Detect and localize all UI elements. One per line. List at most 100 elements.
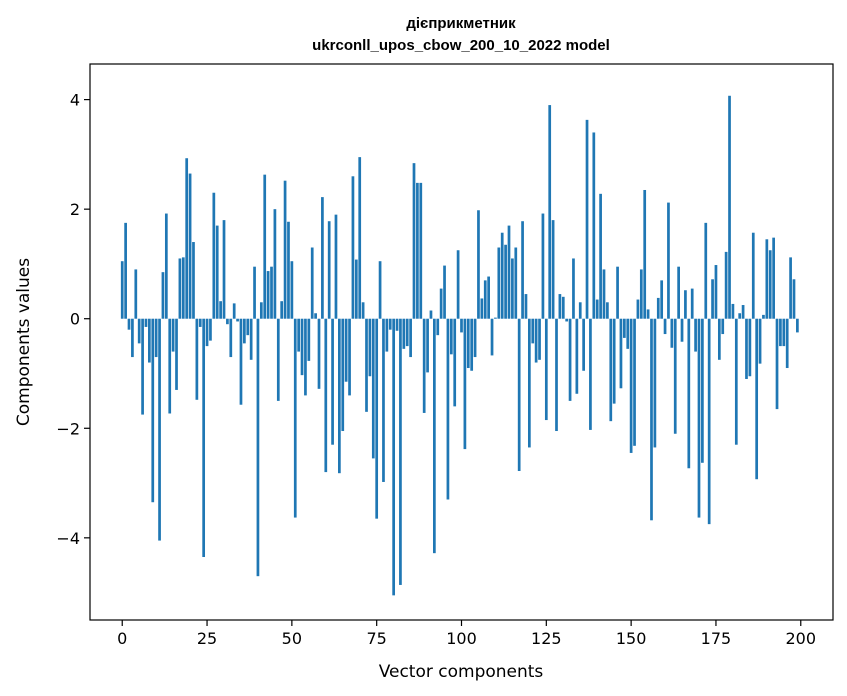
bar <box>137 318 141 344</box>
bar <box>656 297 660 319</box>
bar <box>131 318 134 358</box>
bar <box>253 266 256 319</box>
bar <box>670 318 674 348</box>
bar <box>385 318 389 352</box>
bar <box>748 318 752 377</box>
bar <box>212 192 216 319</box>
bar <box>154 318 158 358</box>
bar <box>127 318 131 330</box>
bar <box>388 318 392 330</box>
x-axis-label: Vector components <box>379 662 544 682</box>
bar <box>667 202 670 319</box>
y-axis-ticks: −4 −2 0 2 4 <box>56 91 90 548</box>
bar <box>365 318 368 412</box>
bar <box>673 318 677 434</box>
bar <box>768 250 772 319</box>
bar <box>646 309 650 319</box>
bar <box>456 250 460 319</box>
bar <box>551 220 555 319</box>
bar <box>616 266 619 319</box>
bar <box>555 318 558 432</box>
bar <box>443 265 446 319</box>
x-tick-label: 75 <box>367 629 387 648</box>
bar <box>687 318 691 469</box>
bar <box>161 272 165 319</box>
bar <box>148 318 151 363</box>
y-tick-label: 2 <box>70 200 80 219</box>
bar <box>246 318 250 336</box>
bar <box>134 269 138 319</box>
bar <box>215 225 219 319</box>
bar <box>310 247 314 319</box>
bar <box>399 318 402 585</box>
bar <box>266 271 270 319</box>
bar <box>755 318 759 480</box>
bar <box>334 214 338 319</box>
bar <box>181 257 185 319</box>
bar <box>195 318 199 400</box>
bar <box>663 318 667 335</box>
bar <box>511 258 514 319</box>
bar <box>527 318 531 448</box>
bar <box>704 222 708 319</box>
bar <box>741 305 745 319</box>
bar <box>422 318 426 413</box>
bar <box>728 95 731 319</box>
bar <box>494 317 497 319</box>
bar <box>473 318 477 358</box>
bar <box>694 318 697 352</box>
bar <box>531 318 535 344</box>
bar <box>239 318 243 405</box>
bar <box>402 318 406 349</box>
bar <box>151 318 155 503</box>
x-tick-label: 175 <box>701 629 732 648</box>
bar <box>572 258 575 319</box>
y-axis-label: Components values <box>14 258 34 426</box>
y-tick-label: −2 <box>56 419 80 438</box>
bar <box>429 310 433 319</box>
bar <box>701 318 704 463</box>
bar <box>731 303 735 319</box>
bar <box>782 318 786 347</box>
bar <box>375 318 379 519</box>
x-axis-ticks: 0 25 50 75 100 125 150 175 200 <box>117 620 816 648</box>
bar <box>280 301 284 319</box>
bar <box>609 318 613 422</box>
bar <box>697 318 701 518</box>
bar <box>463 318 467 450</box>
bar <box>178 258 182 319</box>
bar <box>714 265 718 319</box>
bar <box>575 318 579 394</box>
bar <box>707 318 711 525</box>
plot-frame <box>89 63 834 621</box>
bar <box>344 318 348 382</box>
bar <box>276 318 280 401</box>
bar <box>602 269 606 319</box>
bar <box>724 251 728 319</box>
bar <box>141 318 144 415</box>
bar <box>368 318 372 377</box>
bar <box>684 290 687 319</box>
y-tick-label: 0 <box>70 310 80 329</box>
y-tick-label: 4 <box>70 91 80 110</box>
bar <box>192 242 195 319</box>
bar <box>541 213 545 319</box>
bar <box>348 318 351 396</box>
bar <box>205 318 209 347</box>
chart-title: дієприкметник <box>406 15 516 32</box>
bar <box>433 318 436 554</box>
bar <box>758 318 762 364</box>
bar <box>185 158 189 319</box>
bar <box>538 318 541 360</box>
bar <box>256 318 260 577</box>
bar <box>745 318 748 379</box>
bar <box>633 318 636 446</box>
bar <box>168 318 172 414</box>
bar <box>660 280 664 319</box>
bar <box>290 261 294 319</box>
bar <box>650 318 653 521</box>
bar <box>317 318 321 389</box>
bar <box>677 266 680 319</box>
bar <box>619 318 623 389</box>
